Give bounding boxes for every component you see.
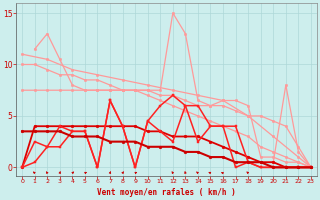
X-axis label: Vent moyen/en rafales ( km/h ): Vent moyen/en rafales ( km/h ): [97, 188, 236, 197]
